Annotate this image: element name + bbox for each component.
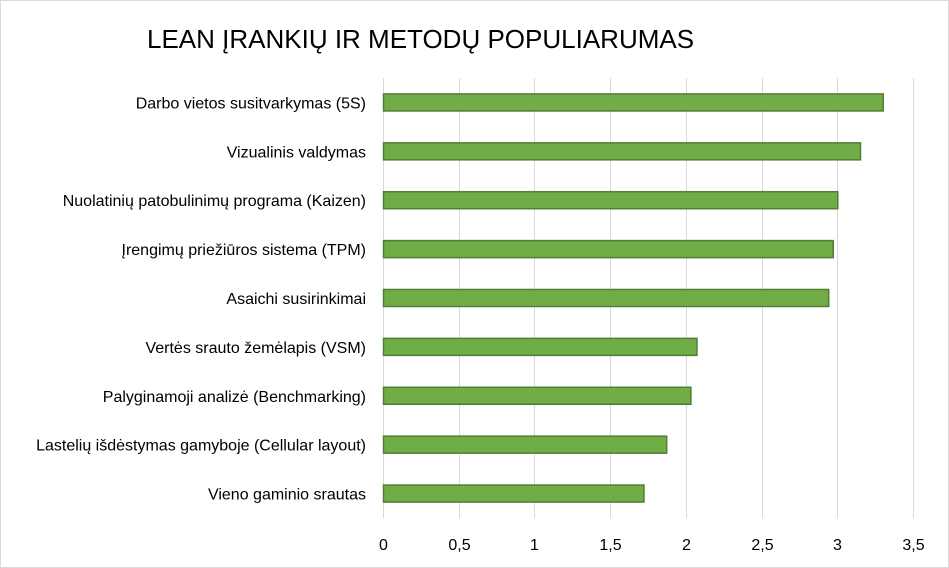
bar <box>382 435 668 454</box>
x-tick-label: 1,5 <box>599 537 621 554</box>
category-label: Vieno gaminio srautas <box>208 487 366 504</box>
category-label: Vizualinis valdymas <box>227 144 366 161</box>
category-label: Nuolatinių patobulinimų programa (Kaizen… <box>63 193 366 210</box>
bar <box>382 239 834 259</box>
x-tick-label: 3,5 <box>902 537 924 554</box>
category-label: Palyginamoji analizė (Benchmarking) <box>103 389 366 406</box>
chart-title: LEAN ĮRANKIŲ IR METODŲ POPULIARUMAS <box>147 24 695 54</box>
bar <box>382 93 884 112</box>
category-label: Vertės srauto žemėlapis (VSM) <box>145 340 366 357</box>
x-tick-label: 2,5 <box>751 537 773 554</box>
x-tick-label: 0 <box>379 537 388 554</box>
x-tick-label: 1 <box>530 537 539 554</box>
bar <box>382 337 698 357</box>
x-tick-label: 2 <box>682 537 691 554</box>
x-tick-label: 3 <box>833 537 842 554</box>
category-label: Darbo vietos susitvarkymas (5S) <box>136 95 366 112</box>
bar <box>382 484 645 503</box>
bar <box>382 190 839 210</box>
bar <box>382 288 830 308</box>
bar <box>382 386 692 406</box>
category-label: Asaichi susirinkimai <box>226 291 366 308</box>
x-tick-label: 0,5 <box>448 537 470 554</box>
category-label: Įrengimų priežiūros sistema (TPM) <box>122 242 367 259</box>
category-label: Lastelių išdėstymas gamyboje (Cellular l… <box>36 438 366 455</box>
bar <box>382 142 862 161</box>
